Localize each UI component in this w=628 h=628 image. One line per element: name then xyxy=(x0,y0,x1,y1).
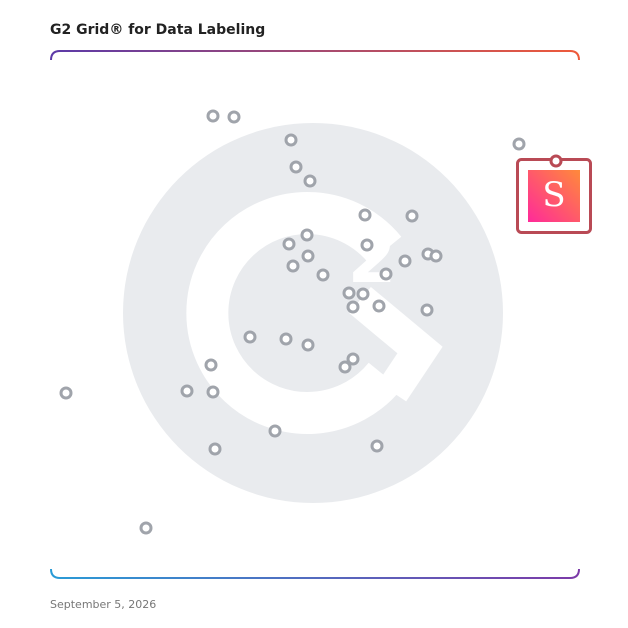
date: September 5, 2026 xyxy=(50,598,156,611)
grid-frame xyxy=(50,50,580,579)
product-dots[interactable] xyxy=(59,109,526,535)
quadrant-lines xyxy=(51,51,579,578)
logo-letter: S xyxy=(542,175,565,215)
svg-text:2: 2 xyxy=(348,217,397,299)
highlighted-product[interactable]: S xyxy=(516,154,592,234)
grid-title: G2 Grid® for Data Labeling xyxy=(50,22,265,38)
